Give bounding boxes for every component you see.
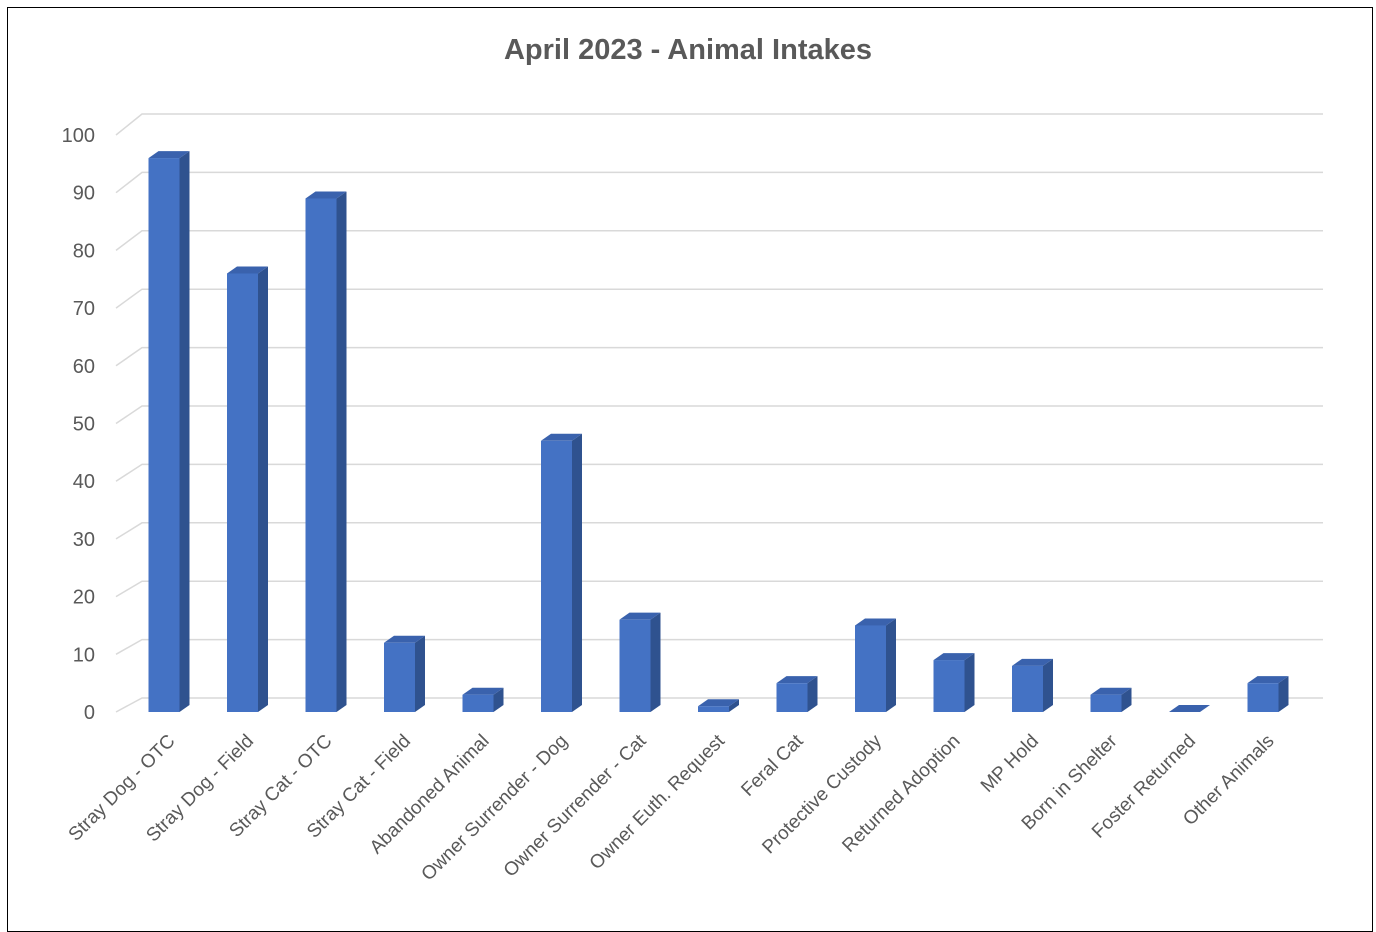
bar	[305, 191, 347, 713]
bar-top	[305, 191, 347, 199]
gridline	[115, 638, 1323, 655]
bars	[148, 151, 1289, 713]
bar	[1169, 705, 1210, 712]
bar-top	[855, 618, 896, 626]
bar-top	[1012, 658, 1053, 666]
bar-side	[572, 433, 582, 712]
y-tick-label: 70	[73, 298, 95, 320]
bar	[1012, 658, 1053, 712]
bar-side	[179, 151, 190, 712]
bar-front	[1090, 694, 1122, 712]
bar-side	[650, 612, 661, 712]
bar-front	[1012, 665, 1043, 712]
bar-side	[886, 618, 896, 712]
bar	[1090, 687, 1132, 712]
bar	[1247, 676, 1289, 712]
bar-front	[933, 660, 965, 712]
x-tick-label: Feral Cat	[737, 730, 808, 801]
gridline	[115, 171, 1323, 194]
bar	[148, 151, 190, 712]
bar-front	[698, 706, 729, 712]
bar-side	[1278, 676, 1289, 712]
y-axis-ticks: 0 10 20 30 40 50 60 70 80 90 100	[62, 125, 95, 724]
bar	[619, 612, 661, 712]
bar-top	[1169, 705, 1210, 712]
bar-top	[698, 699, 739, 707]
y-tick-label: 60	[73, 356, 95, 378]
bar	[933, 653, 975, 712]
bar-top	[227, 266, 268, 274]
gridline	[115, 522, 1323, 540]
bar	[227, 266, 268, 712]
y-tick-label: 30	[73, 529, 95, 551]
bar-side	[807, 676, 818, 712]
x-tick-label: MP Hold	[977, 731, 1043, 797]
bar-top	[1090, 687, 1132, 695]
gridline	[115, 230, 1323, 251]
bar-front	[462, 694, 494, 712]
gridline	[115, 580, 1323, 598]
chart-title: April 2023 - Animal Intakes	[503, 34, 872, 66]
bar-top	[462, 687, 504, 695]
bar-front	[384, 642, 415, 712]
x-tick-label: Owner Euth. Request	[586, 730, 730, 874]
bar	[855, 618, 896, 712]
bar-side	[964, 653, 975, 712]
bar	[698, 699, 739, 712]
gridline	[115, 288, 1323, 309]
bar-front	[227, 273, 258, 712]
bar-top	[776, 676, 818, 684]
bar-side	[729, 699, 739, 712]
bar-top	[541, 433, 582, 441]
y-tick-label: 50	[73, 414, 95, 436]
bar-front	[855, 625, 886, 712]
bar	[384, 635, 425, 712]
gridline	[115, 697, 1323, 713]
y-tick-label: 0	[84, 702, 95, 724]
gridline	[115, 463, 1323, 482]
gridline	[115, 405, 1323, 425]
bar-top	[619, 612, 661, 620]
bar	[541, 433, 582, 712]
x-tick-label: Owner Surrender - Cat	[500, 730, 651, 881]
bar-top	[384, 635, 425, 643]
y-tick-label: 40	[73, 471, 95, 493]
y-tick-label: 90	[73, 183, 95, 205]
bar-side	[258, 266, 268, 712]
bar-front	[541, 440, 572, 712]
bar-side	[493, 687, 504, 712]
y-tick-label: 20	[73, 587, 95, 609]
y-tick-label: 80	[73, 240, 95, 262]
bar-front	[776, 683, 808, 712]
bar	[462, 687, 504, 712]
bar-side	[1121, 687, 1132, 712]
bar-top	[148, 151, 190, 159]
bar-side	[336, 191, 347, 713]
bar	[776, 676, 818, 712]
y-tick-label: 10	[73, 644, 95, 666]
gridline	[115, 113, 1323, 136]
gridline	[115, 346, 1323, 367]
bar-front	[1247, 683, 1279, 712]
x-tick-label: Owner Surrender - Dog	[418, 731, 572, 885]
bar-front	[305, 198, 337, 713]
bar-front	[619, 619, 651, 712]
bar-top	[933, 653, 975, 661]
bar-top	[1247, 676, 1289, 684]
y-tick-label: 100	[62, 125, 95, 147]
bar-front	[148, 158, 180, 712]
bar-side	[415, 635, 425, 712]
gridlines	[115, 113, 1323, 713]
bar-side	[1043, 658, 1053, 712]
